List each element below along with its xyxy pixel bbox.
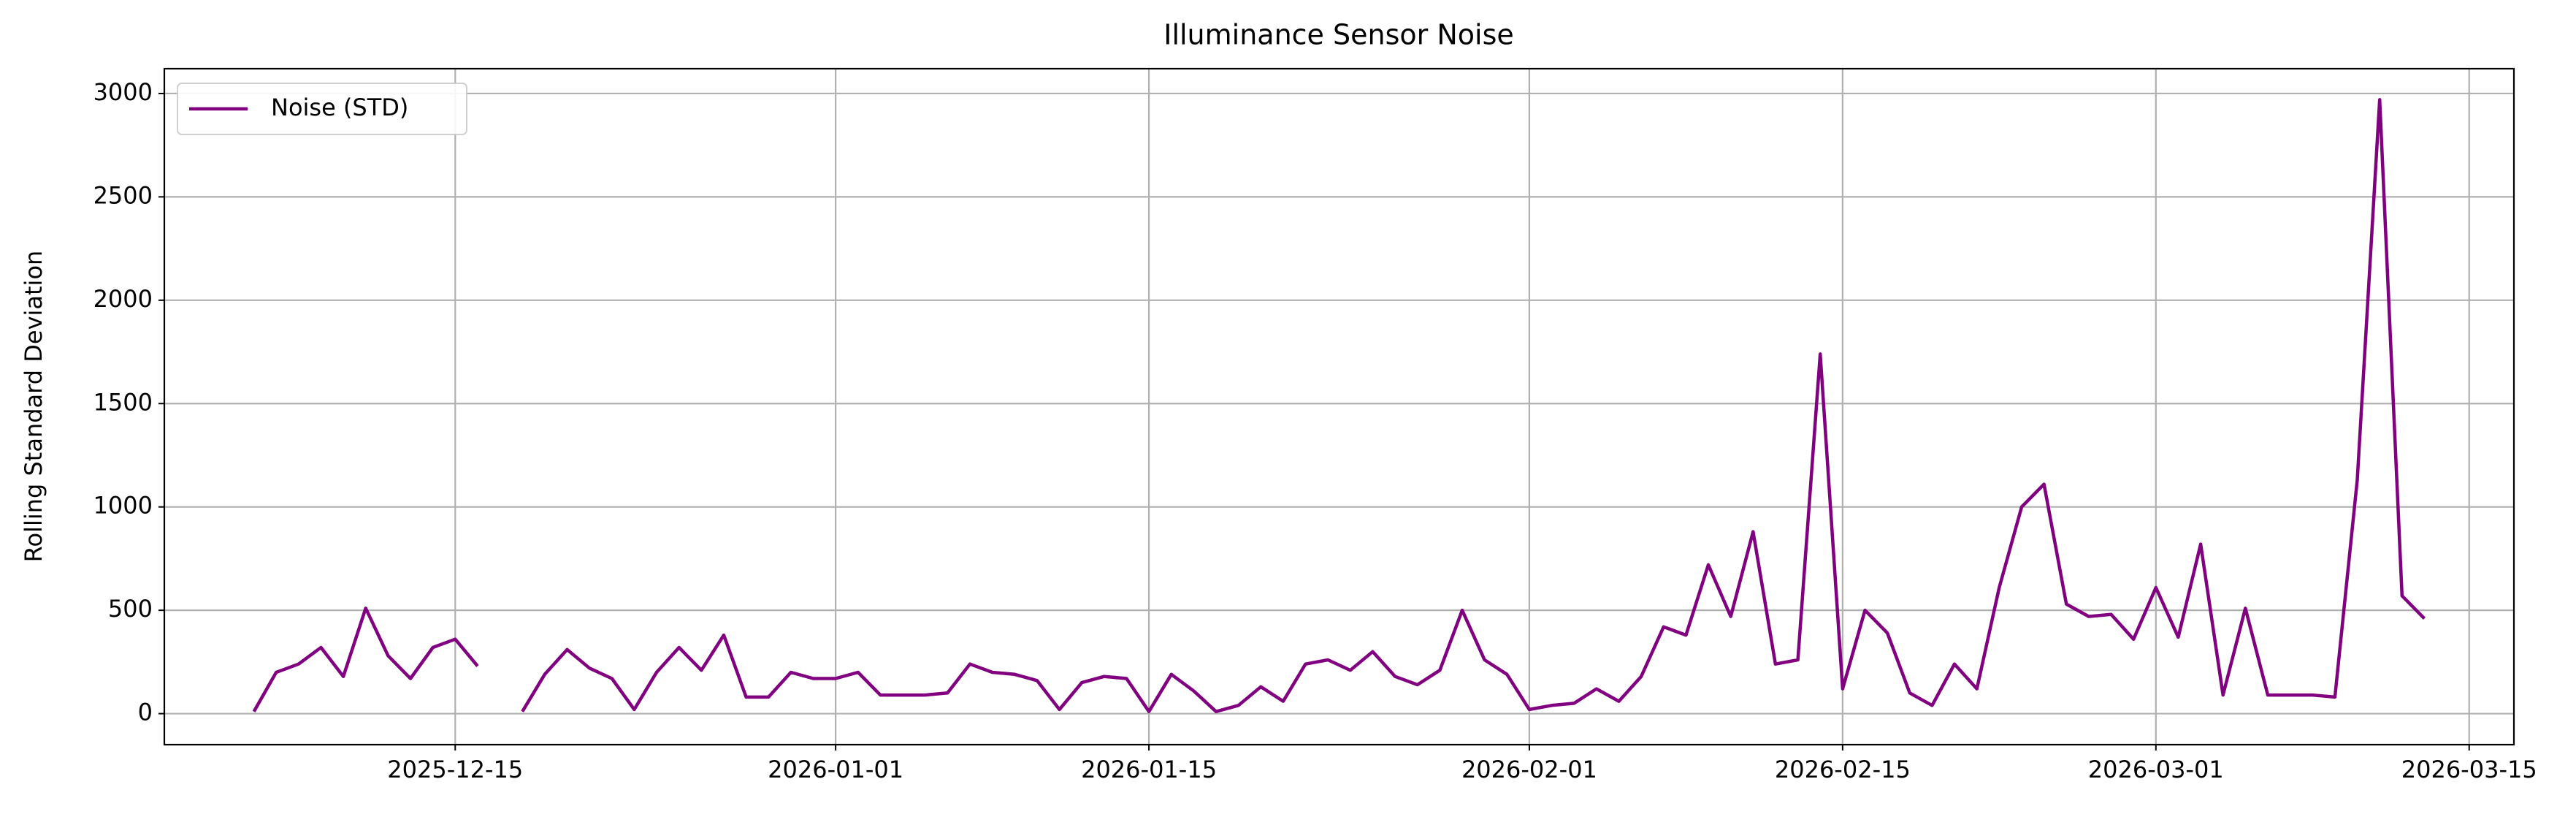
y-tick-label: 2000 <box>93 285 153 313</box>
data-line <box>252 98 2426 713</box>
x-tick-label: 2026-01-15 <box>1081 756 1217 783</box>
x-tick-label: 2026-02-01 <box>1461 756 1597 783</box>
x-tick-label: 2026-03-15 <box>2401 756 2537 783</box>
x-tick-label: 2026-02-15 <box>1775 756 1911 783</box>
legend-box <box>177 83 467 135</box>
y-tick-label: 3000 <box>93 78 153 106</box>
legend-label: Noise (STD) <box>271 94 408 121</box>
x-tick-label: 2025-12-15 <box>387 756 523 783</box>
y-tick-label: 1000 <box>93 492 153 520</box>
plot-frame <box>163 67 2515 746</box>
y-axis-label: Rolling Standard Deviation <box>20 251 47 563</box>
y-tick-label: 0 <box>138 699 153 726</box>
y-tick-label: 2500 <box>93 181 153 209</box>
chart-title: Illuminance Sensor Noise <box>1163 19 1514 51</box>
y-tick-label: 1500 <box>93 388 153 416</box>
x-tick-label: 2026-01-01 <box>768 756 903 783</box>
x-tick-label: 2026-03-01 <box>2088 756 2224 783</box>
y-tick-label: 500 <box>108 595 153 623</box>
